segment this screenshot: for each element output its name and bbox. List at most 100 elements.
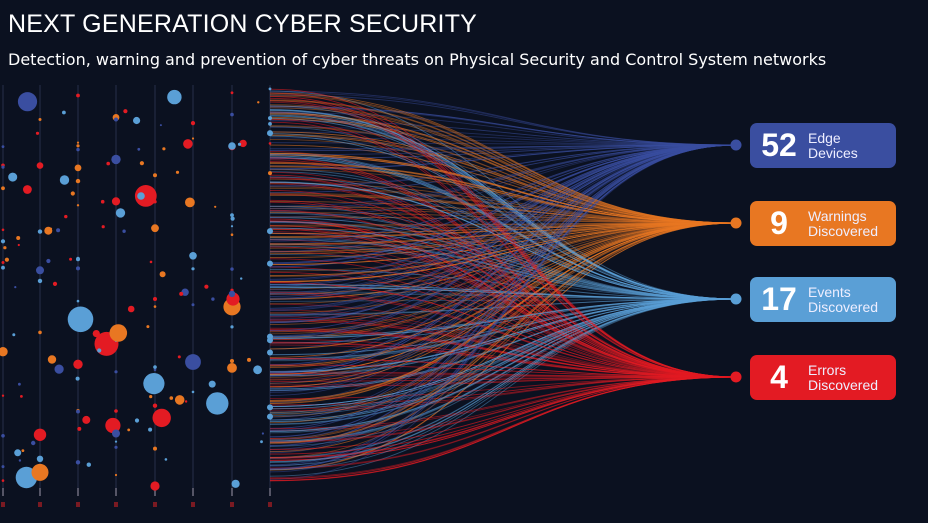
axis-label-mark bbox=[38, 502, 42, 507]
flow-line bbox=[269, 376, 737, 430]
axis-tick bbox=[39, 488, 41, 496]
warnings-label-2: Discovered bbox=[808, 222, 879, 239]
flow-line bbox=[269, 376, 737, 400]
flow-line bbox=[269, 222, 737, 458]
flow-line bbox=[269, 144, 737, 264]
errors-badge[interactable]: 4 Errors Discovered bbox=[750, 355, 896, 400]
device-dot bbox=[16, 236, 21, 240]
device-dot bbox=[62, 110, 66, 115]
device-dot bbox=[230, 359, 234, 363]
flow-line bbox=[269, 298, 737, 443]
page-title: NEXT GENERATION CYBER SECURITY bbox=[8, 10, 478, 38]
flow-line bbox=[269, 144, 737, 470]
flow-node bbox=[730, 293, 742, 305]
flow-node bbox=[730, 217, 742, 229]
device-dot bbox=[267, 260, 273, 267]
device-dot bbox=[14, 449, 22, 457]
flow-line bbox=[269, 144, 737, 253]
device-dot bbox=[101, 225, 105, 229]
device-dot bbox=[100, 199, 105, 204]
axis-label-mark bbox=[153, 502, 157, 507]
flow-line bbox=[269, 134, 737, 224]
device-dot bbox=[8, 172, 18, 182]
flow-line bbox=[269, 291, 737, 378]
flow-line bbox=[269, 144, 737, 377]
flow-line bbox=[269, 239, 737, 378]
flow-line bbox=[269, 211, 737, 300]
device-dot bbox=[115, 208, 126, 218]
device-dot bbox=[146, 325, 150, 329]
device-dot bbox=[1, 261, 5, 264]
flow-line bbox=[269, 189, 737, 378]
device-dot bbox=[230, 325, 234, 329]
device-dot bbox=[3, 246, 7, 250]
flow-line bbox=[269, 94, 737, 146]
device-dot bbox=[109, 324, 128, 342]
axis-tick bbox=[192, 488, 194, 496]
flow-line bbox=[269, 144, 737, 265]
device-dot bbox=[31, 463, 49, 481]
device-dot bbox=[114, 473, 118, 477]
warnings-badge[interactable]: 9 Warnings Discovered bbox=[750, 201, 896, 246]
device-dot bbox=[153, 173, 157, 178]
device-dot bbox=[35, 131, 40, 135]
axis-label-mark bbox=[76, 502, 80, 507]
flow-line bbox=[269, 144, 737, 421]
flow-line bbox=[269, 298, 737, 339]
device-dot bbox=[204, 284, 209, 289]
flow-line bbox=[269, 298, 737, 447]
device-dot bbox=[230, 91, 234, 95]
flow-line bbox=[269, 144, 737, 403]
flow-line bbox=[269, 144, 737, 194]
device-dot bbox=[1, 465, 5, 469]
device-dot bbox=[164, 458, 168, 461]
flow-line bbox=[269, 144, 737, 209]
flow-line bbox=[269, 222, 737, 325]
flow-line bbox=[269, 144, 737, 431]
axis-tick bbox=[269, 488, 271, 496]
axis-tick bbox=[115, 488, 117, 496]
device-dot bbox=[153, 297, 157, 301]
flow-line bbox=[269, 144, 737, 156]
flow-line bbox=[269, 258, 737, 378]
device-dot bbox=[134, 418, 140, 423]
device-dot bbox=[114, 409, 118, 413]
errors-label-1: Errors bbox=[808, 361, 847, 378]
flow-line bbox=[269, 298, 737, 360]
flow-line bbox=[269, 144, 737, 150]
flow-line bbox=[269, 178, 737, 378]
flow-line bbox=[269, 298, 737, 302]
device-dot bbox=[46, 258, 51, 264]
device-dot bbox=[191, 303, 195, 307]
device-dot bbox=[114, 370, 118, 374]
device-dot bbox=[191, 267, 195, 271]
device-dot bbox=[18, 459, 22, 462]
device-dot bbox=[137, 147, 141, 151]
device-dot bbox=[75, 460, 81, 465]
warnings-label-1: Warnings bbox=[808, 207, 867, 224]
flow-node bbox=[730, 371, 742, 383]
device-dot bbox=[64, 214, 68, 219]
device-dot bbox=[230, 216, 235, 221]
device-dot bbox=[208, 380, 216, 388]
device-dot bbox=[153, 305, 157, 308]
flow-line bbox=[269, 112, 737, 224]
flow-line bbox=[269, 330, 737, 378]
flow-line bbox=[269, 376, 737, 459]
device-dot bbox=[106, 161, 110, 166]
device-dot bbox=[267, 337, 273, 344]
axis-label-mark bbox=[268, 502, 272, 507]
flow-line bbox=[269, 298, 737, 421]
device-dot bbox=[114, 445, 118, 449]
device-dot bbox=[257, 101, 260, 104]
events-badge[interactable]: 17 Events Discovered bbox=[750, 277, 896, 322]
device-dot bbox=[21, 449, 25, 452]
device-dot bbox=[76, 299, 80, 303]
device-dot bbox=[76, 266, 80, 271]
device-dot bbox=[143, 373, 165, 395]
device-dot bbox=[54, 364, 64, 374]
flow-line bbox=[269, 298, 737, 356]
device-dot bbox=[14, 286, 17, 289]
edge-devices-badge[interactable]: 52 Edge Devices bbox=[750, 123, 896, 168]
device-dot bbox=[230, 213, 234, 218]
